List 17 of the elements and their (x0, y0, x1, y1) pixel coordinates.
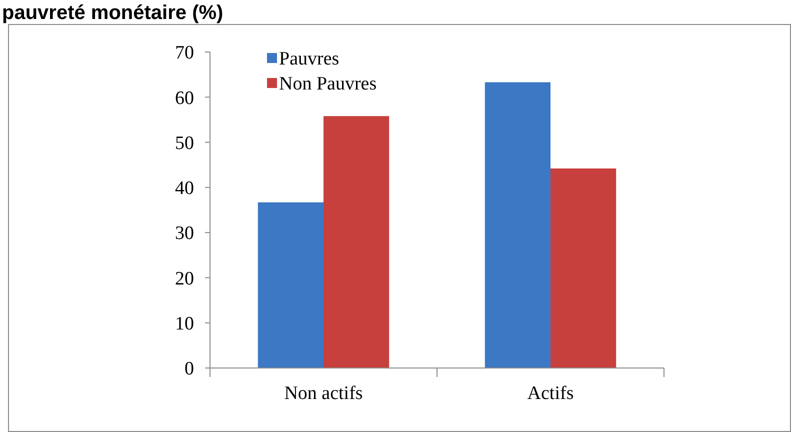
y-tick-label: 10 (175, 314, 194, 335)
y-tick-label: 20 (175, 268, 194, 290)
bar (484, 82, 550, 368)
bar (550, 168, 616, 368)
x-tick-label: Actifs (527, 383, 574, 404)
legend-label: Non Pauvres (279, 74, 377, 95)
bar (258, 202, 324, 368)
y-tick-label: 40 (175, 178, 194, 200)
x-tick-label: Non actifs (284, 383, 363, 404)
y-tick-label: 70 (175, 42, 194, 64)
y-tick-label: 60 (175, 88, 194, 109)
y-tick-label: 30 (175, 223, 194, 244)
y-tick-label: 0 (184, 358, 194, 380)
y-tick-label: 50 (175, 132, 194, 154)
bar (324, 116, 390, 368)
chart-title: pauvreté monétaire (%) (2, 2, 224, 24)
legend-label: Pauvres (279, 48, 340, 70)
